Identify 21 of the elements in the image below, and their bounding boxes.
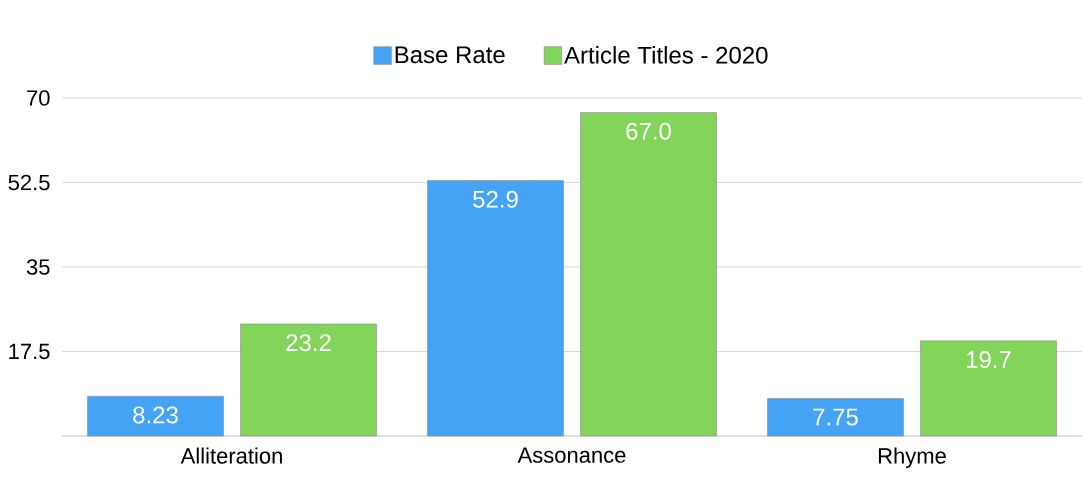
legend-label: Base Rate [395,46,505,64]
bar [87,395,224,437]
bar [240,323,377,437]
x-tick-label: Assonance [517,447,626,463]
bar [427,180,564,437]
data-label: 23.2 [286,334,331,352]
y-tick-label: 35 [26,259,50,275]
data-label: 7.75 [813,408,858,426]
y-tick-label: 17.5 [9,343,50,360]
y-tick-label: 52.5 [8,174,50,191]
x-tick-label: Rhyme [878,447,946,469]
data-label: 8.23 [133,406,178,424]
legend-label: Article Titles - 2020 [564,46,768,64]
data-label: 67.0 [626,122,671,140]
data-label: 52.9 [473,190,518,208]
bar [920,340,1057,437]
y-tick-label: 70 [27,90,50,106]
x-tick-label: Alliteration [180,447,282,464]
bar [580,112,717,437]
bar [767,398,904,437]
data-label: 19.7 [966,351,1011,369]
